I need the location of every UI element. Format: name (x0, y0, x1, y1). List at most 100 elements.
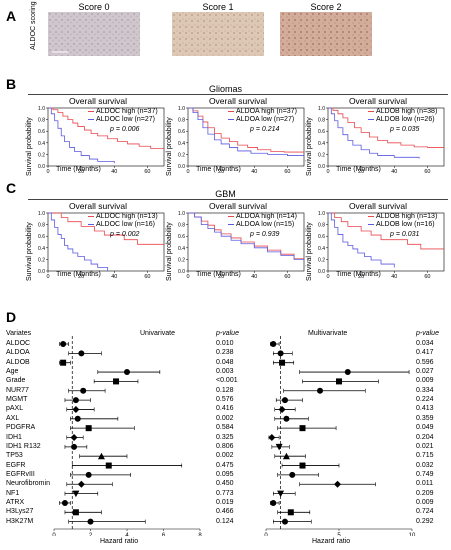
legend-high-swatch (88, 110, 94, 112)
km-line-high (48, 212, 164, 245)
forest-point (87, 518, 94, 525)
legend-high-swatch (368, 215, 374, 217)
km-line-high (48, 107, 164, 149)
km-ytick-label: 0.0 (38, 269, 45, 275)
variate-label: Age (6, 368, 19, 376)
uni-pvalue: 0.475 (216, 461, 234, 469)
km-xtick-label: 60 (144, 274, 150, 279)
uni-pvalue: 0.002 (216, 452, 234, 460)
legend-high: ALDOA high (n=37) (228, 108, 297, 116)
km-plot-1-0: 0.0 0.2 0.4 0.6 0.8 1.0 0 20 40 60 (38, 211, 165, 279)
forest-point (124, 369, 130, 376)
km-legend-0-1: ALDOA high (n=37) ALDOA low (n=27) (228, 108, 297, 124)
forest-point (97, 452, 105, 460)
km-plot-0-2: 0.0 0.2 0.4 0.6 0.8 1.0 0 20 40 60 (318, 106, 445, 174)
km-ytick-label: 0.8 (38, 118, 45, 124)
legend-high-text: ALDOA high (n=37) (236, 108, 297, 115)
km-xlabel-0-2: Time (Months) (336, 166, 381, 173)
variate-label: AXL (6, 414, 20, 422)
uni-pvalue: 0.416 (216, 405, 234, 413)
km-xtick-label: 0 (46, 274, 49, 279)
km-pvalue-1-2: p = 0.031 (390, 231, 420, 238)
km-line-low (48, 212, 109, 271)
uni-pvalue: <0.001 (216, 377, 238, 385)
legend-low: ALDOC low (n=27) (88, 116, 158, 124)
km-xtick-label: 0 (186, 274, 189, 279)
legend-low-text: ALDOB low (n=26) (376, 116, 435, 124)
km-pvalue-0-0: p = 0.006 (110, 126, 140, 133)
uni-pvalue: 0.095 (216, 470, 234, 478)
variate-label: pAXL (6, 405, 24, 413)
forest-point (74, 415, 81, 422)
forest-xtick-label: 0 (264, 533, 268, 536)
km-ytick-label: 0.4 (38, 141, 45, 147)
km-ytick-label: 0.0 (318, 164, 325, 170)
km-ytick-label: 0.2 (178, 152, 185, 158)
km-xtick-label: 40 (111, 274, 117, 279)
aldoc-scoring-label: ALDOC scoring (30, 1, 37, 50)
km-xtick-label: 60 (424, 274, 430, 279)
km-ytick-label: 1.0 (178, 211, 185, 217)
km-xtick-label: 0 (46, 169, 49, 174)
forest-point (289, 471, 296, 478)
km-ytick-label: 0.8 (38, 223, 45, 229)
km-ylabel-0-2: Survival probability (306, 117, 313, 176)
legend-high-swatch (88, 215, 94, 217)
km-ytick-label: 0.2 (38, 152, 45, 158)
forest-point (85, 471, 92, 478)
km-ytick-label: 1.0 (38, 106, 45, 112)
variate-label: H3Lys27 (6, 508, 34, 516)
forest-point (317, 387, 324, 394)
gbm-title: GBM (215, 189, 236, 199)
panel-letter-b: B (6, 76, 17, 92)
variate-label: NUR77 (6, 386, 29, 394)
legend-high-swatch (228, 215, 234, 217)
multi-pvalue: 0.027 (416, 368, 434, 376)
legend-low-swatch (228, 118, 234, 120)
km-frame (327, 107, 445, 167)
legend-low-text: ALDOC low (n=27) (96, 116, 155, 124)
km-frame (187, 212, 305, 272)
variate-label: IDH1 R132 (6, 442, 41, 450)
multi-pvalue: 0.749 (416, 470, 434, 478)
variate-label: IDH1 (6, 433, 22, 441)
legend-high-text: ALDOC high (n=37) (96, 108, 158, 115)
multi-pvalue: 0.724 (416, 508, 434, 516)
forest-point (270, 341, 277, 347)
multi-pvalue: 0.224 (416, 396, 434, 404)
forest-point (279, 359, 286, 366)
km-xlabel-0-1: Time (Months) (196, 166, 241, 173)
forest-xtick-label: 2 (89, 533, 93, 536)
km-line-high (188, 107, 304, 153)
km-plot-0-0: 0.0 0.2 0.4 0.6 0.8 1.0 0 20 40 60 (38, 106, 165, 174)
km-title-0-2: Overall survival (348, 96, 408, 106)
forest-point (277, 490, 285, 498)
uni-pvalue: 0.466 (216, 508, 234, 516)
variate-label: EGFR (6, 461, 26, 469)
km-xtick-label: 40 (391, 169, 397, 174)
legend-low-swatch (88, 118, 94, 120)
multi-pvalue: 0.359 (416, 414, 434, 422)
forest-point (70, 434, 78, 441)
uni-pvalue: 0.584 (216, 424, 234, 432)
km-frame (47, 107, 165, 167)
km-legend-0-2: ALDOB high (n=38) ALDOB low (n=26) (368, 108, 437, 124)
uni-pvalue: 0.002 (216, 414, 234, 422)
km-ytick-label: 0.4 (178, 141, 185, 147)
km-xtick-label: 0 (186, 169, 189, 174)
multi-pvalue: 0.417 (416, 349, 434, 357)
forest-point (282, 452, 290, 460)
forest-xtick-label: 6 (162, 533, 166, 536)
variate-label: TP53 (6, 452, 23, 460)
km-line-low (328, 107, 420, 159)
km-ytick-label: 1.0 (178, 106, 185, 112)
km-xtick-label: 40 (251, 274, 257, 279)
panel-letter-c: C (6, 180, 17, 196)
forest-point (268, 434, 276, 441)
km-pvalue-0-2: p = 0.035 (390, 126, 420, 133)
km-title-0-1: Overall survival (208, 96, 268, 106)
km-ylabel-1-0: Survival probability (26, 222, 33, 281)
uni-pvalue: 0.238 (216, 349, 234, 357)
multi-pvalue: 0.049 (416, 424, 434, 432)
forest-xtick-label: 10 (409, 533, 416, 536)
